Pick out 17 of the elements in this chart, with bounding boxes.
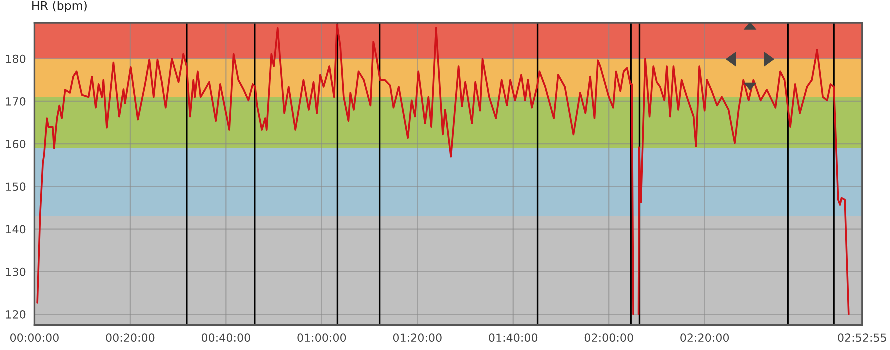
y-tick-label: 120: [6, 310, 26, 319]
x-tick-label: 00:20:00: [106, 334, 155, 342]
x-tick-label: 01:00:00: [298, 334, 346, 342]
y-tick-label: 150: [6, 182, 26, 192]
y-tick-label: 140: [6, 225, 26, 234]
x-tick-label: 02:20:00: [680, 334, 730, 342]
y-tick-label: 160: [6, 140, 26, 148]
y-tick-label: 180: [6, 54, 26, 64]
y-tick-label: 170: [6, 97, 26, 106]
x-tick-label: 02:52:55: [838, 334, 886, 342]
y-tick-label: 130: [6, 268, 26, 276]
x-tick-label: 00:00:00: [10, 334, 59, 342]
x-tick-label: 02:00:00: [584, 334, 634, 342]
x-tick-label: 01:40:00: [489, 334, 538, 342]
y-axis-title: HR (bpm): [32, 1, 87, 13]
x-tick-label: 01:20:00: [393, 334, 442, 342]
x-tick-label: 00:40:00: [202, 334, 250, 342]
